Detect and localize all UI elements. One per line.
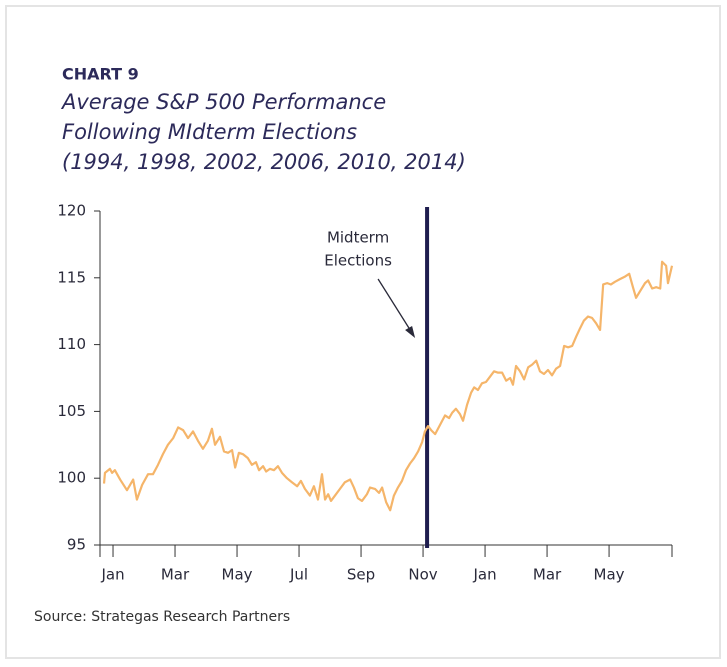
chart-title: Following MIdterm Elections: [62, 120, 357, 144]
x-tick-label: May: [222, 566, 253, 584]
y-tick-label: 120: [57, 202, 86, 220]
annotation-text: Midterm: [327, 229, 389, 247]
x-tick-label: Jan: [472, 566, 496, 584]
line: [102, 260, 674, 512]
chart-label: CHART 9: [62, 65, 139, 84]
x-tick-label: Mar: [161, 566, 190, 584]
midterm-line: [425, 207, 430, 548]
y-tick-label: 110: [57, 335, 86, 353]
arrow-shaft: [377, 278, 413, 334]
chart-title: (1994, 1998, 2002, 2006, 2010, 2014): [62, 150, 466, 174]
y-tick-label: 100: [57, 469, 86, 487]
y-tick-label: 95: [67, 536, 86, 554]
y-tick-label: 115: [57, 268, 86, 286]
arrow-head: [405, 326, 416, 338]
chart-title: Average S&P 500 Performance: [60, 90, 386, 114]
x-tick-label: May: [594, 566, 625, 584]
y-tick-label: 105: [57, 402, 86, 420]
x-tick-label: Jul: [289, 566, 308, 584]
annotation-text: Elections: [324, 252, 392, 270]
card: [5, 5, 721, 659]
x-tick-label: Nov: [408, 566, 437, 584]
x-tick-label: Mar: [533, 566, 562, 584]
x-tick-label: Sep: [347, 566, 375, 584]
source: Source: Strategas Research Partners: [34, 609, 290, 625]
x-tick-label: Jan: [100, 566, 124, 584]
